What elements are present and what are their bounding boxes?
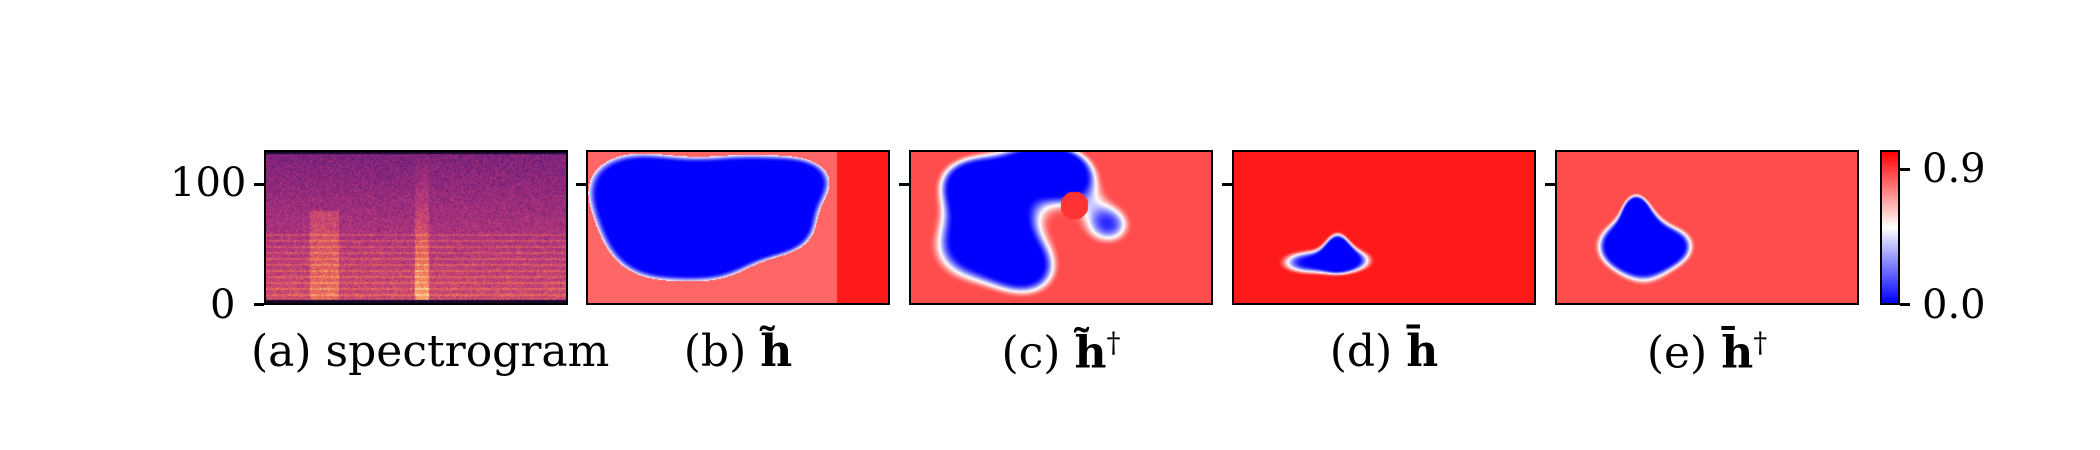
panel-e-tick <box>1545 183 1555 186</box>
saliency-map-c <box>909 150 1213 305</box>
y-tick-label-0: 0 <box>210 282 236 328</box>
caption-b: (b) h̃ <box>683 326 793 377</box>
y-tick-0 <box>254 303 264 306</box>
panel-c-tick <box>899 183 909 186</box>
caption-c: (c) h̃† <box>1001 326 1121 379</box>
panel-h-tilde <box>586 150 890 305</box>
spectrogram-heatmap <box>264 150 568 305</box>
saliency-map-e <box>1555 150 1859 305</box>
y-tick-100 <box>254 183 264 186</box>
panel-h-tilde-dagger <box>909 150 1213 305</box>
caption-a: (a) spectrogram <box>251 326 610 377</box>
colorbar-tick-top <box>1900 168 1910 171</box>
colorbar-tick-bottom <box>1900 303 1910 306</box>
panel-h-bar <box>1232 150 1536 305</box>
colorbar-tick-label-top: 0.9 <box>1922 146 1986 192</box>
saliency-map-b <box>586 150 890 305</box>
colorbar <box>1880 150 1900 305</box>
saliency-map-d <box>1232 150 1536 305</box>
panel-b-tick <box>576 183 586 186</box>
panel-spectrogram <box>264 150 568 305</box>
colorbar-tick-label-bottom: 0.0 <box>1922 282 1986 328</box>
panel-h-bar-dagger <box>1555 150 1859 305</box>
panel-d-tick <box>1222 183 1232 186</box>
y-tick-label-100: 100 <box>170 160 247 206</box>
caption-d: (d) h̄ <box>1329 326 1439 377</box>
caption-e: (e) h̄† <box>1646 326 1768 379</box>
